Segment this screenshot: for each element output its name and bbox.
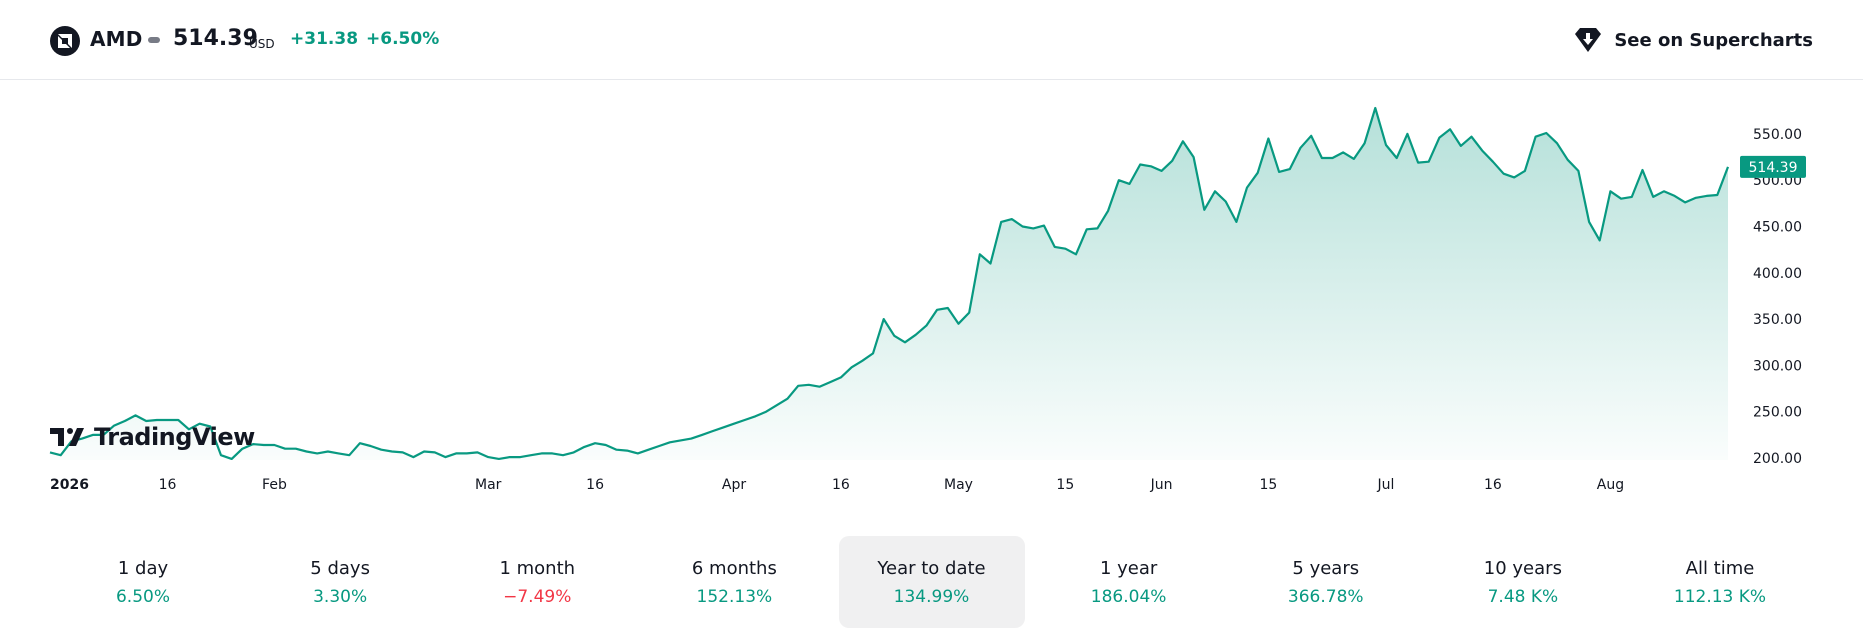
- price-chart-svg[interactable]: 550.00500.00450.00400.00350.00300.00250.…: [0, 80, 1863, 500]
- period-label: 5 years: [1292, 557, 1360, 579]
- price-currency: USD: [249, 37, 275, 51]
- period-label: 6 months: [691, 557, 777, 579]
- last-price: 514.39: [173, 26, 258, 51]
- see-on-supercharts-button[interactable]: See on Supercharts: [1574, 24, 1813, 56]
- x-axis-tick-label: 16: [1484, 477, 1502, 493]
- y-axis-tick-label: 550.00: [1753, 127, 1802, 143]
- x-axis-tick-label: 15: [1260, 477, 1278, 493]
- period-label: 1 month: [499, 557, 576, 579]
- x-axis-tick-label: 16: [159, 477, 177, 493]
- period-button-year-to-date[interactable]: Year to date 134.99%: [838, 536, 1025, 628]
- symbol-ticker: AMD: [90, 27, 143, 51]
- x-axis-tick-label: 15: [1056, 477, 1074, 493]
- x-axis-tick-label: Jul: [1377, 477, 1395, 493]
- x-axis-tick-label: 16: [586, 477, 604, 493]
- price-change-absolute: +31.38: [290, 29, 359, 49]
- period-button-1-year[interactable]: 1 year 186.04%: [1036, 536, 1222, 628]
- y-axis-tick-label: 200.00: [1753, 451, 1802, 467]
- period-change-value: 366.78%: [1287, 586, 1364, 607]
- x-axis-tick-label: 16: [832, 477, 850, 493]
- period-label: All time: [1685, 557, 1755, 579]
- period-button-10-years[interactable]: 10 years 7.48 K%: [1430, 536, 1616, 628]
- period-change-value: 6.50%: [115, 586, 170, 607]
- period-change-value: 152.13%: [696, 586, 773, 607]
- period-change-value: 112.13 K%: [1673, 586, 1767, 607]
- x-axis-tick-label: Apr: [722, 477, 746, 493]
- period-label: 1 year: [1099, 557, 1158, 579]
- y-axis-tick-label: 350.00: [1753, 312, 1802, 328]
- period-button-1-month[interactable]: 1 month −7.49%: [444, 536, 630, 628]
- price-change-percent: +6.50%: [366, 29, 440, 49]
- period-change-value: 134.99%: [893, 586, 970, 607]
- x-axis-tick-label: May: [944, 477, 973, 493]
- performance-periods: 1 day 6.50% 5 days 3.30% 1 month −7.49% 6 mont…: [50, 536, 1813, 628]
- tradingview-watermark-text: TradingView: [94, 423, 255, 451]
- period-change-value: 7.48 K%: [1487, 586, 1559, 607]
- x-axis-tick-label: Jun: [1150, 477, 1173, 493]
- period-button-6-months[interactable]: 6 months 152.13%: [641, 536, 827, 628]
- tradingview-watermark: TradingView: [50, 423, 255, 451]
- period-label: 5 days: [310, 557, 370, 579]
- tradingview-shield-icon: [1575, 28, 1602, 52]
- period-button-5-days[interactable]: 5 days 3.30%: [247, 536, 433, 628]
- period-label: Year to date: [877, 557, 986, 579]
- symbol-header: AMD 514.39 USD +31.38 +6.50% See on Supe…: [0, 0, 1863, 80]
- period-change-value: −7.49%: [503, 586, 572, 607]
- tradingview-logo-icon: [50, 428, 84, 446]
- period-change-value: 3.30%: [313, 586, 368, 607]
- y-axis-tick-label: 400.00: [1753, 266, 1802, 282]
- period-button-5-years[interactable]: 5 years 366.78%: [1233, 536, 1419, 628]
- period-label: 1 day: [117, 557, 169, 579]
- period-label: 10 years: [1483, 557, 1562, 579]
- price-chart[interactable]: 550.00 500.00 450.00 400.00 350.00 300.00 250.…: [0, 80, 1863, 500]
- period-button-all-time[interactable]: All time 112.13 K%: [1627, 536, 1813, 628]
- period-button-1-day[interactable]: 1 day 6.50%: [50, 536, 236, 628]
- y-axis-tick-label: 250.00: [1753, 405, 1802, 421]
- x-axis-tick-label: Aug: [1597, 477, 1624, 493]
- price-series-line: [49, 106, 1730, 460]
- y-axis-tick-label: 300.00: [1753, 358, 1802, 374]
- x-axis-tick-label: Feb: [262, 477, 287, 493]
- x-axis-tick-label: 2026: [50, 477, 89, 493]
- price-area-fill: [50, 108, 1728, 460]
- y-axis-tick-label: 450.00: [1753, 220, 1802, 236]
- amd-logo-icon: [50, 26, 80, 56]
- x-axis-tick-label: Mar: [475, 477, 502, 493]
- last-price-tag-label: 514.39: [1749, 160, 1798, 176]
- see-on-supercharts-label: See on Supercharts: [1614, 29, 1813, 51]
- last-price-tag: [1740, 155, 1806, 178]
- market-status-dash: [148, 37, 160, 43]
- period-change-value: 186.04%: [1090, 586, 1167, 607]
